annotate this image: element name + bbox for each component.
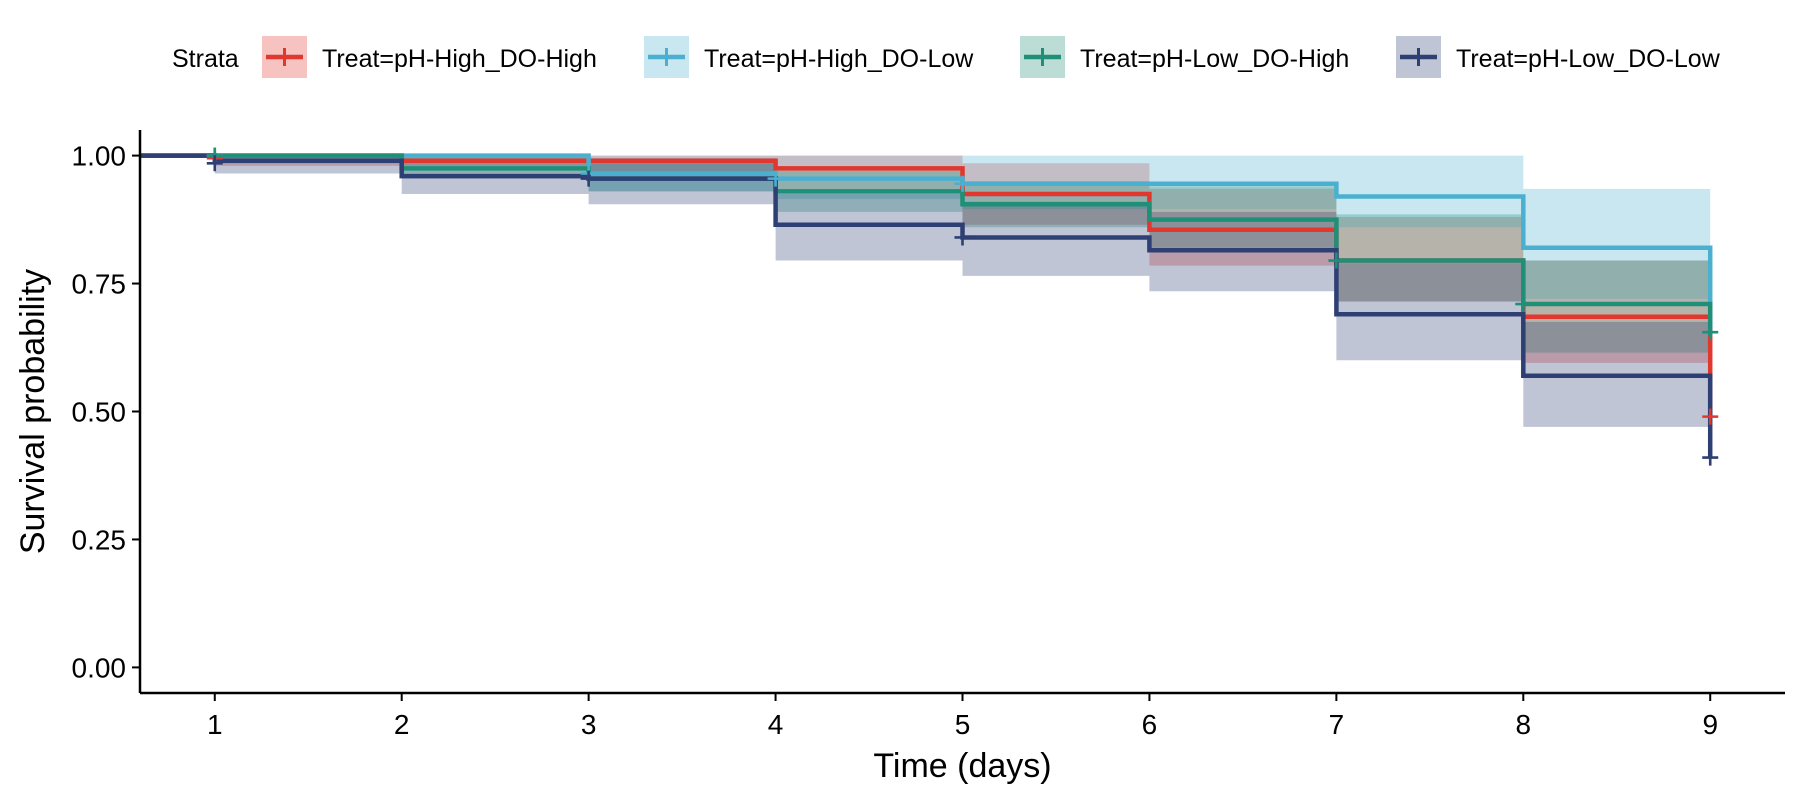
legend-title: Strata — [172, 45, 239, 73]
censor-mark-1-3 — [954, 175, 971, 192]
legend-label-0: Treat=pH-High_DO-High — [322, 45, 597, 73]
censor-marks — [206, 147, 1719, 466]
y-axis-title: Survival probability — [14, 269, 52, 554]
x-axis-title: Time (days) — [873, 747, 1051, 785]
x-tick-label-8: 9 — [1702, 709, 1718, 740]
axes: 1 2 3 4 5 6 7 8 9 0.00 0.25 0.50 0.75 1.00 — [72, 130, 1785, 740]
ci-band-0 — [140, 155, 1711, 363]
x-tick-label-7: 8 — [1516, 709, 1532, 740]
survival-line-2 — [140, 153, 1713, 335]
censor-mark-2-3 — [1702, 324, 1719, 341]
legend: Strata Treat=pH-High_DO-High Treat=pH-Hig… — [172, 36, 1721, 78]
y-tick-label-0: 0.00 — [72, 652, 127, 683]
y-tick-label-4: 1.00 — [72, 141, 127, 172]
survival-line-3 — [140, 153, 1713, 458]
x-tick-label-6: 7 — [1329, 709, 1345, 740]
legend-label-3: Treat=pH-Low_DO-Low — [1456, 45, 1721, 73]
x-tick-label-2: 3 — [581, 709, 597, 740]
censor-mark-3-1 — [580, 170, 597, 187]
x-tick-label-3: 4 — [768, 709, 784, 740]
censor-mark-2-1 — [1328, 252, 1345, 269]
censor-mark-2-2 — [1515, 296, 1532, 313]
censor-mark-3-2 — [954, 229, 971, 246]
censor-mark-1-2 — [767, 170, 784, 187]
confidence-bands — [140, 155, 1711, 427]
legend-label-2: Treat=pH-Low_DO-High — [1080, 45, 1349, 73]
censor-mark-3-3 — [1702, 449, 1719, 466]
ci-band-3 — [140, 155, 1711, 427]
y-tick-label-2: 0.50 — [72, 397, 127, 428]
ci-band-1 — [140, 155, 1711, 299]
y-tick-label-3: 0.75 — [72, 269, 127, 300]
x-tick-label-0: 1 — [207, 709, 223, 740]
ci-band-2 — [140, 155, 1711, 353]
x-tick-label-1: 2 — [394, 709, 410, 740]
censor-mark-3-0 — [206, 155, 223, 172]
legend-label-1: Treat=pH-High_DO-Low — [704, 45, 974, 73]
censor-mark-0-1 — [1702, 408, 1719, 425]
y-tick-label-1: 0.25 — [72, 524, 127, 555]
x-tick-label-5: 6 — [1142, 709, 1158, 740]
x-tick-label-4: 5 — [955, 709, 971, 740]
